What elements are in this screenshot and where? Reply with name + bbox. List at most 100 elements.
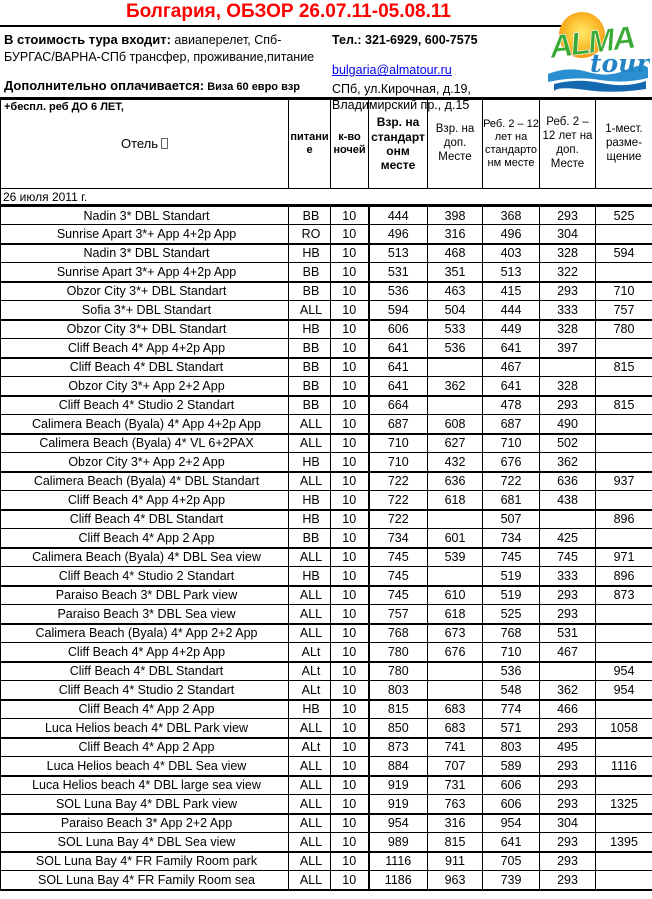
- hotel-cell: Cliff Beach 4* Studio 2 Standart: [0, 680, 289, 701]
- meal-cell: ALt: [288, 737, 331, 757]
- adult-extra-cell: 362: [427, 376, 483, 397]
- child-extra-cell: 293: [539, 205, 596, 225]
- single-cell: [595, 623, 652, 643]
- hotel-cell: Cliff Beach 4* DBL Standart: [0, 509, 289, 529]
- single-cell: [595, 452, 652, 473]
- nights-cell: 10: [330, 224, 369, 245]
- nights-cell: 10: [330, 870, 369, 891]
- child-standard-cell: 519: [482, 566, 540, 587]
- child-extra-cell: 490: [539, 414, 596, 435]
- nights-cell: 10: [330, 528, 369, 549]
- meal-cell: HB: [288, 319, 331, 339]
- child-extra-cell: 531: [539, 623, 596, 643]
- child-standard-cell: 641: [482, 376, 540, 397]
- child-extra-cell: [539, 357, 596, 377]
- nights-cell: 10: [330, 205, 369, 225]
- nights-cell: 10: [330, 642, 369, 663]
- single-cell: 1325: [595, 794, 652, 815]
- single-cell: 525: [595, 205, 652, 225]
- hotel-cell: Obzor City 3*+ App 2+2 App: [0, 376, 289, 397]
- nights-cell: 10: [330, 338, 369, 359]
- child-extra-cell: 328: [539, 243, 596, 263]
- missing-glyph-box: [161, 138, 169, 150]
- single-cell: 954: [595, 661, 652, 681]
- child-extra-cell: 293: [539, 585, 596, 605]
- table-row: Obzor City 3*+ App 2+2 App HB 10 710 432 676 3…: [0, 452, 652, 473]
- single-cell: [595, 528, 652, 549]
- child-standard-cell: 496: [482, 224, 540, 245]
- adult-standard-cell: 850: [367, 718, 428, 739]
- table-header-row: Отель питание к-во ночей Взр. на стандар…: [0, 98, 652, 189]
- adult-standard-cell: 710: [367, 433, 428, 453]
- table-row: Cliff Beach 4* App 2 App ALt 10 873 741 803 49…: [0, 737, 652, 757]
- single-cell: 954: [595, 680, 652, 701]
- table-row: SOL Luna Bay 4* FR Family Room sea ALL 10 1…: [0, 870, 652, 891]
- meal-cell: HB: [288, 566, 331, 587]
- meal-cell: ALL: [288, 832, 331, 853]
- hotel-cell: Cliff Beach 4* App 2 App: [0, 699, 289, 719]
- adult-standard-cell: 496: [367, 224, 428, 245]
- nights-cell: 10: [330, 262, 369, 283]
- address-line-1: СПб, ул.Кирочная, д.19,: [332, 81, 471, 96]
- table-row: Calimera Beach (Byala) 4* VL 6+2PAX ALL 10…: [0, 433, 652, 453]
- adult-extra-cell: 707: [427, 756, 483, 777]
- adult-standard-cell: 768: [367, 623, 428, 643]
- child-standard-cell: 589: [482, 756, 540, 777]
- child-extra-cell: 502: [539, 433, 596, 453]
- adult-extra-cell: 536: [427, 338, 483, 359]
- table-row: Cliff Beach 4* Studio 2 Standart BB 10 664 4…: [0, 395, 652, 415]
- single-cell: 1116: [595, 756, 652, 777]
- adult-extra-cell: 608: [427, 414, 483, 435]
- adult-extra-cell: 963: [427, 870, 483, 891]
- single-cell: [595, 414, 652, 435]
- meal-cell: ALL: [288, 604, 331, 625]
- nights-cell: 10: [330, 281, 369, 301]
- child-standard-cell: 681: [482, 490, 540, 511]
- meal-cell: ALL: [288, 433, 331, 453]
- single-cell: 815: [595, 395, 652, 415]
- table-row: Sunrise Apart 3*+ App 4+2p App BB 10 531 351…: [0, 262, 652, 283]
- wave-icon: [554, 80, 646, 92]
- hotel-cell: Obzor City 3*+ DBL Standart: [0, 281, 289, 301]
- adult-extra-cell: 539: [427, 547, 483, 567]
- table-row: Cliff Beach 4* App 4+2p App BB 10 641 536 641…: [0, 338, 652, 359]
- adult-extra-cell: [427, 395, 483, 415]
- hotel-cell: Sofia 3*+ DBL Standart: [0, 300, 289, 321]
- nights-cell: 10: [330, 357, 369, 377]
- nights-cell: 10: [330, 623, 369, 643]
- tour-includes-text: В стоимость тура входит: авиаперелет, Сп…: [4, 32, 328, 65]
- adult-extra-cell: 316: [427, 224, 483, 245]
- hotel-cell: Calimera Beach (Byala) 4* VL 6+2PAX: [0, 433, 289, 453]
- adult-standard-cell: 745: [367, 547, 428, 567]
- adult-standard-cell: 531: [367, 262, 428, 283]
- child-extra-cell: 304: [539, 813, 596, 833]
- meal-cell: ALL: [288, 756, 331, 777]
- hotel-cell: Calimera Beach (Byala) 4* App 2+2 App: [0, 623, 289, 643]
- adult-extra-cell: [427, 509, 483, 529]
- child-extra-cell: 397: [539, 338, 596, 359]
- email-link[interactable]: bulgaria@almatour.ru: [332, 63, 452, 78]
- meal-cell: RO: [288, 224, 331, 245]
- meal-cell: HB: [288, 509, 331, 529]
- child-standard-cell: 705: [482, 851, 540, 871]
- child-extra-cell: 293: [539, 870, 596, 891]
- child-standard-cell: 739: [482, 870, 540, 891]
- single-cell: 757: [595, 300, 652, 321]
- column-header-adult-extra: Взр. на доп. Месте: [427, 98, 483, 189]
- child-extra-cell: [539, 661, 596, 681]
- table-row: SOL Luna Bay 4* DBL Park view ALL 10 919 763…: [0, 794, 652, 815]
- child-extra-cell: 328: [539, 319, 596, 339]
- nights-cell: 10: [330, 547, 369, 567]
- hotel-cell: Cliff Beach 4* App 4+2p App: [0, 490, 289, 511]
- nights-cell: 10: [330, 585, 369, 605]
- child-extra-cell: 438: [539, 490, 596, 511]
- meal-cell: ALL: [288, 718, 331, 739]
- single-cell: [595, 433, 652, 453]
- adult-standard-cell: 989: [367, 832, 428, 853]
- column-header-adult-standard: Взр. на стандартонм месте: [368, 98, 428, 189]
- adult-standard-cell: 594: [367, 300, 428, 321]
- table-row: Cliff Beach 4* DBL Standart BB 10 641 467 815: [0, 357, 652, 377]
- table-row: Cliff Beach 4* DBL Standart HB 10 722 507 896: [0, 509, 652, 529]
- meal-cell: ALL: [288, 775, 331, 795]
